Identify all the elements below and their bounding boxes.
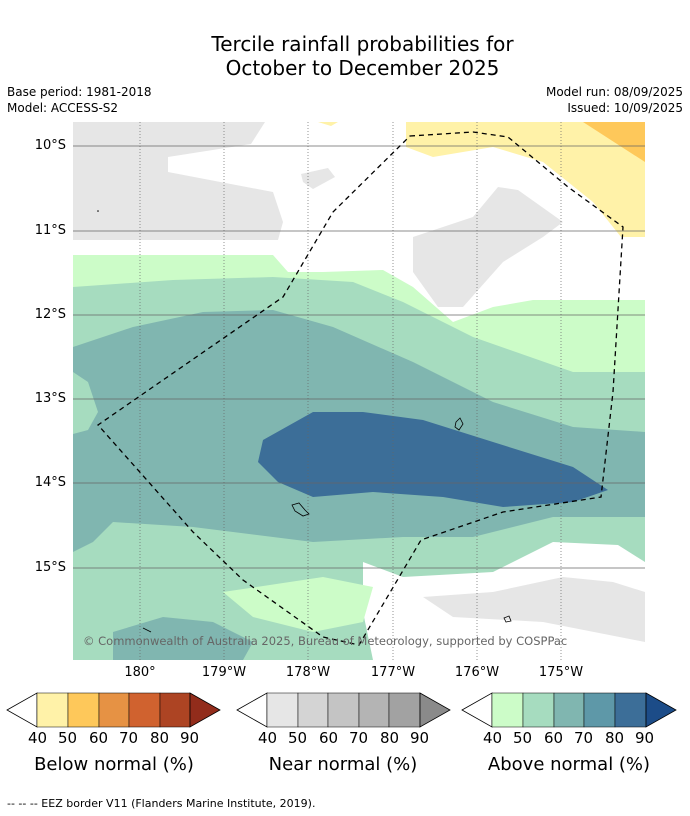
- chart-title: Tercile rainfall probabilities for Octob…: [0, 32, 690, 80]
- lon-label: 178°W: [285, 665, 331, 680]
- graticule: [73, 122, 645, 660]
- colorbar-title-near: Near normal (%): [268, 754, 418, 775]
- title-line-1: Tercile rainfall probabilities for: [211, 32, 514, 56]
- title-line-2: October to December 2025: [225, 56, 500, 80]
- near-normal-region-east: [413, 187, 563, 307]
- lon-label: 179°W: [201, 665, 247, 680]
- tick-label: 90: [180, 729, 200, 747]
- tick-label: 80: [380, 729, 400, 747]
- lat-label: 13°S: [34, 391, 66, 406]
- island: [291, 502, 310, 517]
- cb-above-swatch: [553, 692, 585, 728]
- cb-above-swatch: [491, 692, 524, 728]
- meta-left: Base period: 1981-2018 Model: ACCESS-S2: [7, 84, 152, 116]
- colorbar-title-above: Above normal (%): [487, 754, 651, 775]
- below-normal-region: [406, 122, 645, 237]
- colorbars: [6, 692, 677, 728]
- near-normal-region-south-grey: [423, 577, 645, 642]
- tick-label: 90: [635, 729, 655, 747]
- cb-near-swatch: [388, 692, 421, 728]
- island: [454, 417, 464, 431]
- cb-below-swatch: [159, 692, 191, 728]
- tick-label: 40: [483, 729, 503, 747]
- colorbar-near: [236, 692, 451, 728]
- model-name: Model: ACCESS-S2: [7, 101, 119, 115]
- cb-above-swatch: [614, 692, 647, 728]
- eez-border: [97, 131, 624, 646]
- near-normal-region-north: [73, 122, 283, 240]
- below-normal-small: [318, 122, 338, 126]
- below-normal-strong: [583, 122, 645, 162]
- map-svg: [73, 122, 645, 660]
- tick-label: 80: [150, 729, 170, 747]
- lat-label: 10°S: [34, 138, 66, 153]
- lat-label: 15°S: [34, 560, 66, 575]
- tick-label: 80: [605, 729, 625, 747]
- model-run: Model run: 08/09/2025: [545, 85, 683, 99]
- cb-above-swatch: [583, 692, 616, 728]
- tick-label: 60: [89, 729, 109, 747]
- above-normal-40-west: [73, 372, 98, 434]
- tick-label: 60: [544, 729, 564, 747]
- lat-label: 14°S: [34, 475, 66, 490]
- tick-label: 40: [28, 729, 48, 747]
- colorbar-above: [461, 692, 677, 728]
- meta-right: Model run: 08/09/2025 Issued: 10/09/2025: [546, 84, 683, 116]
- cb-near-swatch: [266, 692, 299, 728]
- base-period: Base period: 1981-2018: [7, 85, 152, 99]
- cb-near-swatch: [358, 692, 390, 728]
- above-normal-60-south: [113, 617, 253, 660]
- lat-label: 11°S: [34, 223, 66, 238]
- cb-above-swatch: [522, 692, 555, 728]
- lon-label: 176°W: [454, 665, 500, 680]
- copyright-text: © Commonwealth of Australia 2025, Bureau…: [83, 634, 568, 648]
- cb-below-swatch: [36, 692, 69, 728]
- issued-date: Issued: 10/09/2025: [567, 101, 683, 115]
- cb-near-swatch: [327, 692, 360, 728]
- lon-label: 175°W: [538, 665, 584, 680]
- tick-label: 70: [349, 729, 369, 747]
- island: [503, 615, 512, 623]
- tick-label: 70: [574, 729, 594, 747]
- footnote: -- -- -- EEZ border V11 (Flanders Marine…: [7, 797, 316, 810]
- tick-label: 90: [410, 729, 430, 747]
- island: [97, 210, 99, 212]
- tick-label: 60: [319, 729, 339, 747]
- above-normal-40-south: [223, 577, 373, 632]
- colorbar-title-below: Below normal (%): [34, 754, 194, 775]
- tick-label: 50: [58, 729, 78, 747]
- cb-below-swatch: [98, 692, 130, 728]
- tick-label: 50: [288, 729, 308, 747]
- tick-label: 70: [119, 729, 139, 747]
- cb-near-swatch: [297, 692, 329, 728]
- tick-label: 50: [513, 729, 533, 747]
- lon-label: 180°: [124, 665, 156, 680]
- lon-label: 177°W: [370, 665, 416, 680]
- cb-below-swatch: [67, 692, 100, 728]
- island: [142, 627, 152, 633]
- map-panel: © Commonwealth of Australia 2025, Bureau…: [73, 122, 645, 660]
- cb-below-swatch: [128, 692, 161, 728]
- lat-label: 12°S: [34, 307, 66, 322]
- tick-label: 40: [258, 729, 278, 747]
- near-normal-patch: [301, 168, 335, 189]
- colorbar-below: [6, 692, 221, 728]
